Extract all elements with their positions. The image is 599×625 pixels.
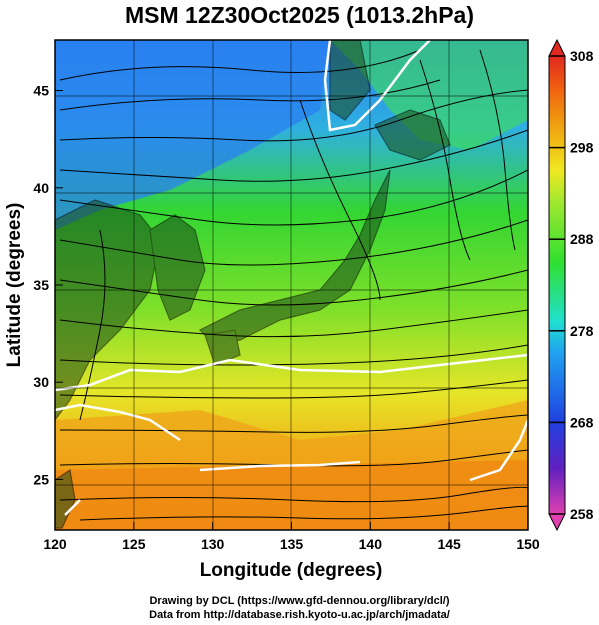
streamline bbox=[59, 129, 528, 182]
map-area bbox=[55, 40, 528, 530]
streamline bbox=[59, 486, 528, 503]
colorbar-ticks: 308 298 288 278 268 258 bbox=[549, 48, 594, 522]
y-tick-label: 40 bbox=[33, 180, 49, 196]
cold-air-region bbox=[55, 40, 330, 230]
streamline bbox=[299, 99, 381, 301]
streamline bbox=[79, 505, 528, 521]
x-tick-label: 125 bbox=[122, 536, 146, 552]
streamline bbox=[59, 49, 421, 81]
colorbar-tick-label: 298 bbox=[570, 140, 594, 156]
y-tick-label: 35 bbox=[33, 277, 49, 293]
x-tick-label: 135 bbox=[280, 536, 304, 552]
colorbar-tick-label: 308 bbox=[570, 48, 594, 64]
streamline bbox=[59, 449, 528, 467]
colorbar-tick-label: 268 bbox=[570, 414, 594, 430]
x-tick-label: 145 bbox=[437, 536, 461, 552]
x-tick-label: 150 bbox=[516, 536, 540, 552]
colorbar-top-arrow bbox=[548, 38, 566, 57]
sakhalin bbox=[329, 40, 371, 121]
lat-lon-grid bbox=[55, 40, 528, 530]
contour-line bbox=[199, 460, 361, 472]
colorbar-tick-label: 258 bbox=[570, 506, 594, 522]
x-axis-ticks: 120 125 130 135 140 145 150 bbox=[43, 522, 540, 552]
streamline bbox=[419, 59, 471, 261]
streamline bbox=[59, 344, 528, 366]
streamline bbox=[59, 219, 528, 266]
y-tick-label: 45 bbox=[33, 83, 49, 99]
x-tick-label: 130 bbox=[201, 536, 225, 552]
colorbar-bottom-arrow bbox=[548, 513, 566, 532]
streamline bbox=[59, 414, 528, 433]
colorbar: 308 298 288 278 268 258 bbox=[548, 38, 594, 532]
honshu bbox=[198, 169, 391, 346]
contour-line bbox=[469, 419, 528, 482]
contour-line bbox=[64, 499, 81, 516]
streamline bbox=[479, 49, 516, 251]
y-tick-label: 30 bbox=[33, 374, 49, 390]
colorbar-scale bbox=[548, 55, 566, 515]
x-tick-label: 120 bbox=[43, 536, 67, 552]
streamline bbox=[59, 309, 528, 338]
credit-data-source: Data from http://database.rish.kyoto-u.a… bbox=[149, 609, 450, 621]
y-axis-ticks: 25 30 35 40 45 bbox=[33, 83, 63, 487]
y-tick-label: 25 bbox=[33, 471, 49, 487]
streamline bbox=[59, 269, 528, 306]
contour-line bbox=[55, 403, 181, 442]
colorbar-tick-label: 288 bbox=[570, 231, 594, 247]
page-title: MSM 12Z30Oct2025 (1013.2hPa) bbox=[124, 2, 474, 28]
streamline bbox=[59, 169, 528, 226]
credit-drawing: Drawing by DCL (https://www.gfd-dennou.o… bbox=[149, 595, 450, 607]
kyushu bbox=[204, 329, 241, 366]
y-axis-title: Latitude (degrees) bbox=[4, 203, 25, 368]
taiwan bbox=[55, 468, 76, 529]
x-axis-title: Longitude (degrees) bbox=[200, 560, 383, 581]
white-contours bbox=[55, 40, 528, 516]
streamline bbox=[79, 229, 106, 421]
streamline bbox=[59, 89, 528, 142]
contour-line bbox=[323, 40, 431, 132]
mild-region-northeast bbox=[330, 40, 528, 150]
streamline bbox=[59, 379, 528, 399]
x-tick-label: 140 bbox=[359, 536, 383, 552]
colorbar-tick-label: 278 bbox=[570, 323, 594, 339]
contour-line bbox=[55, 353, 528, 392]
hot-air-region bbox=[55, 460, 528, 530]
